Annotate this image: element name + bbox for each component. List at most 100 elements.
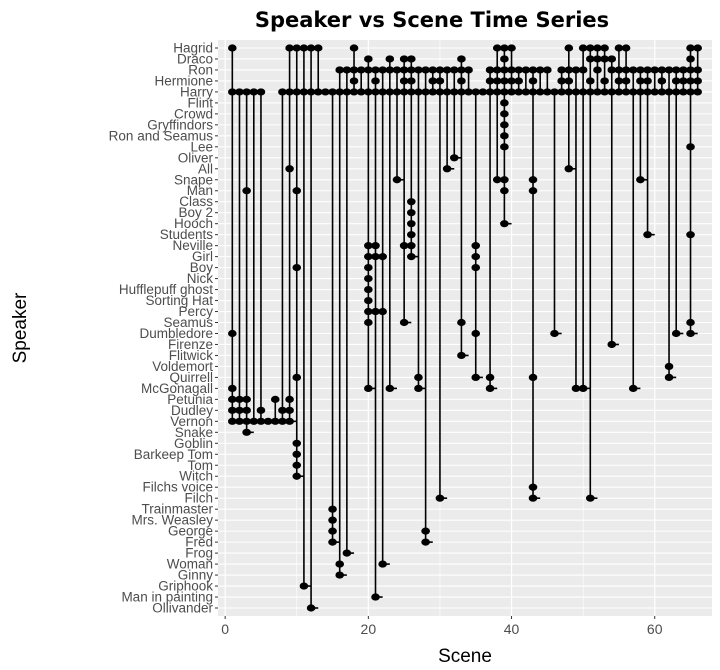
chart-title: Speaker vs Scene Time Series xyxy=(255,8,609,32)
data-point xyxy=(249,88,259,96)
data-point xyxy=(292,461,302,469)
data-point xyxy=(679,88,688,96)
data-point xyxy=(349,77,359,85)
y-tick-label: Ginny xyxy=(178,568,214,583)
y-tick-label: Frog xyxy=(185,546,213,561)
data-point xyxy=(299,44,309,52)
data-point xyxy=(614,66,624,74)
y-tick-label: Seamus xyxy=(163,315,213,330)
data-point xyxy=(235,88,244,96)
data-point xyxy=(621,44,631,52)
data-point xyxy=(564,44,574,52)
data-point xyxy=(449,154,459,162)
data-point xyxy=(686,44,695,52)
data-point xyxy=(364,274,373,283)
data-point xyxy=(278,88,287,96)
data-point xyxy=(500,66,509,74)
data-point xyxy=(306,604,316,612)
data-point xyxy=(435,494,445,502)
grid-layer xyxy=(218,40,712,616)
data-point xyxy=(228,88,237,96)
data-point xyxy=(686,329,695,338)
y-tick-label: Tom xyxy=(187,458,213,473)
data-point xyxy=(585,88,595,96)
data-point xyxy=(693,77,702,85)
y-tick-label: Filchs voice xyxy=(142,480,213,495)
data-point xyxy=(449,66,459,74)
data-point xyxy=(500,110,509,118)
y-tick-label: All xyxy=(198,161,213,176)
data-point xyxy=(578,384,588,392)
data-point xyxy=(342,66,352,74)
data-point xyxy=(364,285,373,294)
data-point xyxy=(292,439,302,447)
data-point xyxy=(399,77,409,85)
y-tick-label: Mrs. Weasley xyxy=(131,513,213,528)
data-point xyxy=(263,417,273,425)
y-tick-label: McGonagall xyxy=(141,381,213,396)
data-point xyxy=(407,66,416,74)
data-point xyxy=(485,66,495,74)
data-point xyxy=(557,77,566,85)
data-point xyxy=(593,55,602,63)
y-tick-label: Snape xyxy=(174,172,213,187)
data-point xyxy=(428,77,438,85)
data-point xyxy=(313,44,323,52)
data-point xyxy=(564,88,574,96)
y-tick-label: Percy xyxy=(178,304,213,319)
data-point xyxy=(492,88,502,96)
data-point xyxy=(500,77,509,85)
data-point xyxy=(485,384,495,392)
data-point xyxy=(349,44,359,52)
y-tick-label: Boy 2 xyxy=(178,205,213,220)
y-tick-label: Trainmaster xyxy=(141,502,213,517)
y-tick-label: Oliver xyxy=(178,150,214,165)
data-point xyxy=(571,88,581,96)
data-point xyxy=(378,66,387,74)
data-point xyxy=(371,307,380,316)
data-point xyxy=(399,55,409,63)
data-point xyxy=(693,66,702,74)
data-point xyxy=(385,88,395,96)
data-point xyxy=(571,384,581,392)
data-point xyxy=(628,66,638,74)
data-point xyxy=(328,505,337,513)
data-point xyxy=(492,66,502,74)
data-point xyxy=(371,77,380,85)
data-point xyxy=(306,88,316,96)
data-point xyxy=(457,88,466,96)
data-point xyxy=(585,44,595,52)
data-point xyxy=(435,88,445,96)
data-point xyxy=(628,88,638,96)
data-point xyxy=(607,88,617,96)
data-point xyxy=(428,88,438,96)
data-point xyxy=(235,406,244,414)
data-point xyxy=(492,44,502,52)
data-point xyxy=(500,99,509,107)
y-tick-label: Filch xyxy=(184,491,213,506)
data-point xyxy=(328,538,337,546)
data-point xyxy=(442,88,452,96)
data-point xyxy=(364,307,373,316)
x-axis-ticks: 0 20 40 60 xyxy=(221,616,663,637)
data-point xyxy=(292,450,302,458)
data-point xyxy=(371,88,380,96)
data-point xyxy=(364,88,373,96)
data-point xyxy=(285,88,294,96)
y-tick-label: Firenze xyxy=(168,337,213,352)
data-point xyxy=(614,88,624,96)
data-point xyxy=(449,88,459,96)
data-point xyxy=(686,143,695,151)
data-point xyxy=(407,55,416,63)
data-point xyxy=(256,406,266,414)
data-point xyxy=(500,187,509,195)
data-point xyxy=(342,88,352,96)
data-point xyxy=(399,88,409,96)
data-point xyxy=(485,88,495,96)
data-point xyxy=(321,88,330,96)
data-point xyxy=(371,66,380,74)
y-tick-label: Snake xyxy=(175,425,213,440)
data-point xyxy=(385,66,395,74)
data-point xyxy=(378,253,387,261)
data-point xyxy=(349,66,359,74)
